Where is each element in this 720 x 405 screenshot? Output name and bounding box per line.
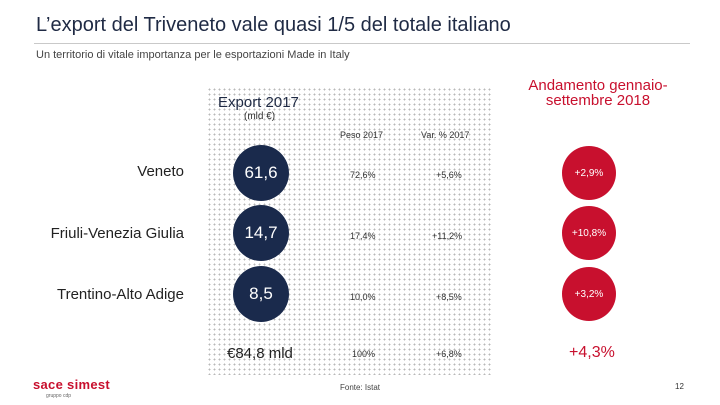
change-value: +11,2% [432, 231, 463, 241]
total-weight: 100% [352, 349, 376, 359]
trend-value-circle: +3,2% [562, 267, 616, 321]
weight-value: 17,4% [350, 231, 376, 241]
trend-value-circle: +2,9% [562, 146, 616, 200]
export-value-circle: 61,6 [233, 145, 289, 201]
total-export: €84,8 mld [227, 345, 293, 362]
sace-simest-logo: sace simest [33, 377, 110, 392]
change-value: +8,5% [436, 292, 462, 302]
slide-subtitle: Un territorio di vitale importanza per l… [36, 49, 350, 61]
logo-text-simest: simest [67, 377, 111, 392]
trend-value-circle: +10,8% [562, 206, 616, 260]
total-change: +6,8% [436, 349, 462, 359]
weight-value: 10,0% [350, 292, 376, 302]
total-trend: +4,3% [569, 344, 615, 361]
region-label-veneto: Veneto [137, 163, 184, 180]
logo-tagline: gruppo cdp [46, 393, 72, 399]
logo-text-sace: sace [33, 377, 64, 392]
title-divider [34, 43, 690, 44]
source-note: Fonte: Istat [340, 383, 381, 392]
export-value-circle: 8,5 [233, 266, 289, 322]
slide-title: L’export del Triveneto vale quasi 1/5 de… [36, 14, 511, 36]
weight-value: 72,6% [350, 170, 376, 180]
region-label-trentino: Trentino-Alto Adige [56, 286, 184, 303]
panel-title: Export 2017 [218, 94, 299, 111]
column-header-change: Var. % 2017 [421, 130, 470, 140]
export-panel [207, 87, 493, 375]
region-label-friuli: Friuli-Venezia Giulia [50, 225, 184, 242]
export-value-circle: 14,7 [233, 205, 289, 261]
change-value: +5,6% [436, 170, 462, 180]
page-number: 12 [675, 382, 684, 391]
panel-unit: (mld €) [244, 111, 276, 122]
trend-title: Andamento gennaio-settembre 2018 [528, 77, 668, 109]
column-header-weight: Peso 2017 [340, 130, 384, 140]
